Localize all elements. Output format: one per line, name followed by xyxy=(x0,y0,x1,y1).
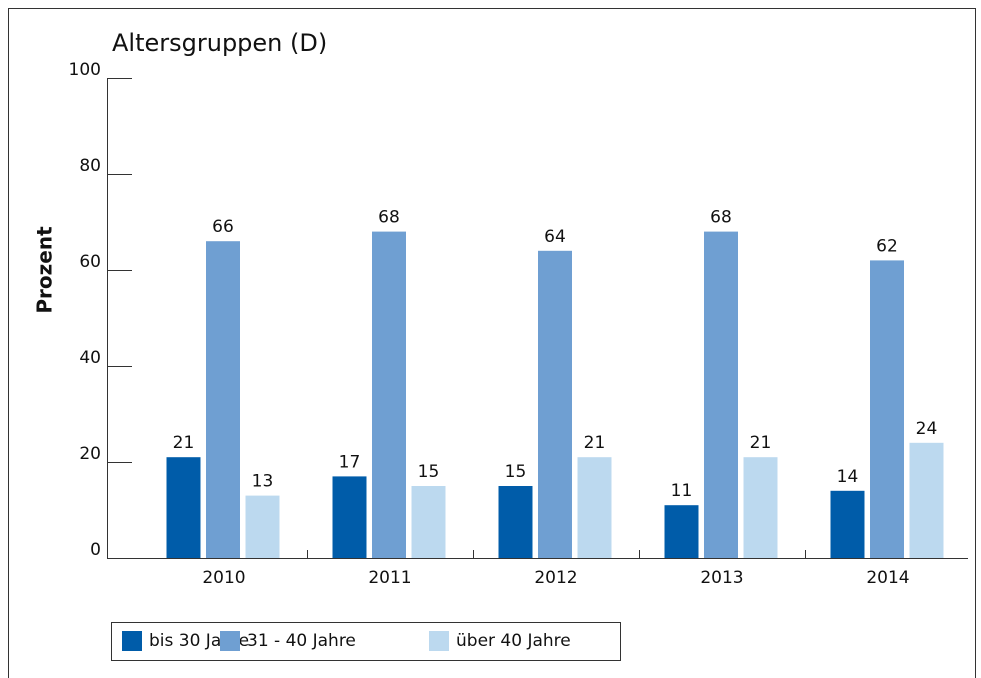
bar xyxy=(743,457,778,558)
x-tick-label: 2011 xyxy=(368,568,411,588)
legend-swatch xyxy=(429,631,449,651)
data-label: 21 xyxy=(750,433,772,453)
bar xyxy=(577,457,612,558)
data-label: 15 xyxy=(505,462,527,482)
legend-box xyxy=(111,622,621,661)
y-tick-label: 20 xyxy=(79,444,101,464)
legend-label: über 40 Jahre xyxy=(456,631,571,651)
bar xyxy=(830,490,865,558)
chart-title: Altersgruppen (D) xyxy=(112,29,327,57)
y-tick-label: 100 xyxy=(69,60,101,80)
legend-swatch xyxy=(220,631,240,651)
data-label: 17 xyxy=(339,452,361,472)
x-tick-label: 2010 xyxy=(202,568,245,588)
bar xyxy=(870,260,904,558)
bar xyxy=(245,495,280,558)
data-label: 68 xyxy=(378,208,400,228)
bar xyxy=(411,486,446,558)
y-tick-label: 0 xyxy=(90,540,101,560)
data-label: 14 xyxy=(837,467,859,487)
data-label: 68 xyxy=(710,208,732,228)
legend-label: 31 - 40 Jahre xyxy=(247,631,356,651)
data-label: 64 xyxy=(544,227,566,247)
data-label: 21 xyxy=(173,433,195,453)
bar xyxy=(538,250,572,559)
bar xyxy=(909,442,944,558)
x-tick-label: 2014 xyxy=(866,568,909,588)
y-axis-label: Prozent xyxy=(33,226,57,314)
data-label: 62 xyxy=(876,236,898,256)
y-tick-label: 60 xyxy=(79,252,101,272)
bar xyxy=(332,476,367,558)
data-label: 15 xyxy=(418,462,440,482)
bar xyxy=(166,457,201,558)
bar xyxy=(498,486,533,558)
data-label: 11 xyxy=(671,481,693,501)
y-tick-label: 40 xyxy=(79,348,101,368)
y-tick-label: 80 xyxy=(79,156,101,176)
bar xyxy=(206,241,240,558)
x-tick-label: 2013 xyxy=(700,568,743,588)
legend-swatch xyxy=(122,631,142,651)
frame xyxy=(8,8,976,678)
bar xyxy=(372,231,406,558)
data-label: 21 xyxy=(584,433,606,453)
data-label: 24 xyxy=(916,419,938,439)
data-label: 66 xyxy=(212,217,234,237)
data-label: 13 xyxy=(252,472,274,492)
bar xyxy=(704,231,738,558)
bar xyxy=(664,505,699,558)
x-tick-label: 2012 xyxy=(534,568,577,588)
